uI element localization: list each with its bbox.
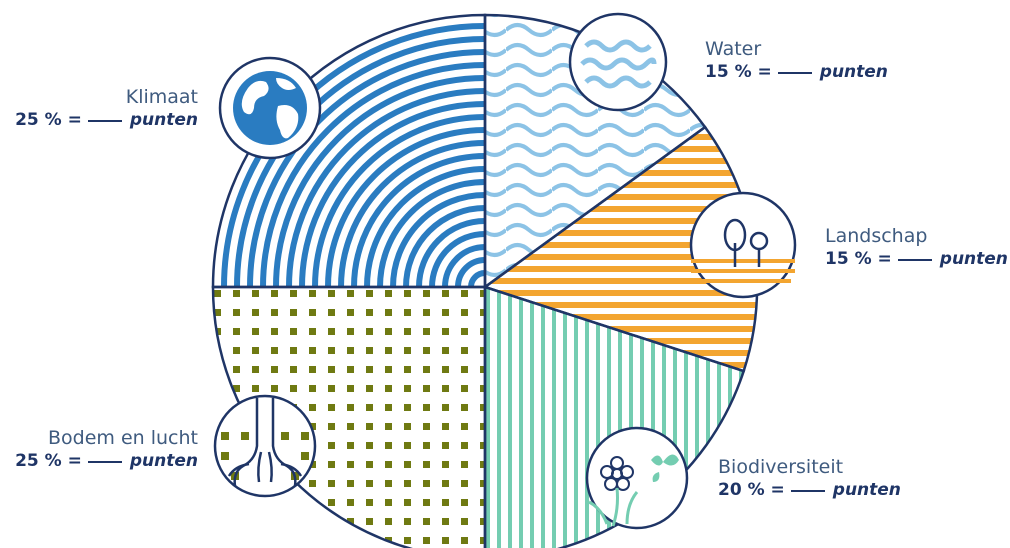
label-landschap: Landschap 15 % = punten (825, 225, 1008, 269)
blank-field-bodem (87, 461, 122, 463)
percent-water: 15 % = (705, 62, 772, 82)
slice-value-klimaat: 25 % = punten (15, 110, 198, 130)
percent-biodiversiteit: 20 % = (718, 480, 785, 500)
slice-name-bodem: Bodem en lucht (48, 427, 198, 449)
slice-value-landschap: 15 % = punten (825, 249, 1008, 269)
waves-icon (568, 12, 668, 112)
unit-landschap: punten (939, 249, 1008, 269)
percent-bodem: 25 % = (15, 451, 82, 471)
slice-name-landschap: Landschap (825, 225, 928, 247)
slice-name-biodiversiteit: Biodiversiteit (718, 456, 844, 478)
label-klimaat: Klimaat 25 % = punten (15, 86, 198, 130)
slice-bodem (213, 287, 485, 548)
unit-klimaat: punten (129, 110, 198, 130)
percent-klimaat: 25 % = (15, 110, 82, 130)
slice-value-biodiversiteit: 20 % = punten (718, 480, 901, 500)
slice-value-water: 15 % = punten (705, 62, 888, 82)
label-biodiversiteit: Biodiversiteit 20 % = punten (718, 456, 901, 500)
slice-name-klimaat: Klimaat (125, 86, 198, 108)
slice-name-water: Water (705, 38, 762, 60)
unit-bodem: punten (129, 451, 198, 471)
trees-icon (689, 191, 797, 299)
slice-biodiversiteit (485, 287, 744, 548)
flower-butterfly-icon (585, 426, 689, 530)
blank-field-klimaat (87, 120, 122, 122)
slice-landschap (485, 127, 758, 372)
unit-biodiversiteit: punten (832, 480, 901, 500)
blank-field-biodiversiteit (790, 490, 825, 492)
slice-value-bodem: 25 % = punten (15, 451, 198, 471)
blank-field-landschap (897, 259, 932, 261)
label-bodem: Bodem en lucht 25 % = punten (15, 427, 198, 471)
percent-landschap: 15 % = (825, 249, 892, 269)
roots-icon (213, 394, 317, 498)
globe-icon (218, 56, 322, 160)
label-water: Water 15 % = punten (705, 38, 888, 82)
blank-field-water (777, 72, 812, 74)
unit-water: punten (819, 62, 888, 82)
slice-klimaat (213, 15, 485, 287)
